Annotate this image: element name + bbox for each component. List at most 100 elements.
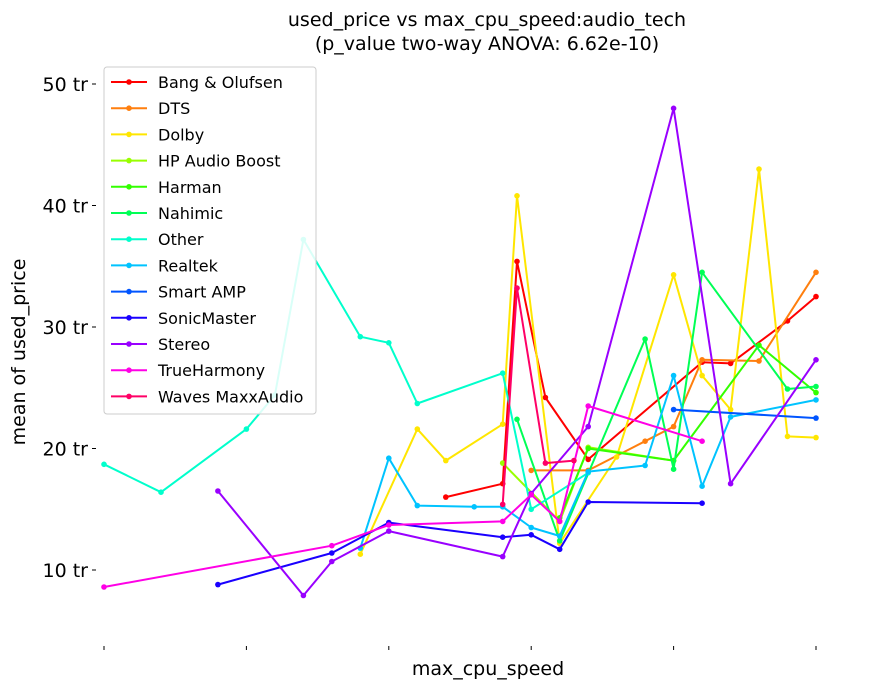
legend-label: DTS — [158, 99, 190, 118]
data-point — [499, 518, 506, 525]
data-point — [386, 528, 392, 534]
series-line — [217, 501, 703, 586]
y-tick-label: 10 tr — [43, 560, 89, 582]
legend-marker — [126, 105, 132, 111]
legend-item: HP Audio Boost — [111, 152, 281, 171]
data-point — [386, 455, 392, 462]
data-point — [813, 357, 819, 363]
y-tick-label: 40 tr — [43, 196, 89, 218]
legend-marker — [126, 315, 132, 321]
data-point — [585, 403, 591, 409]
data-point — [613, 454, 620, 460]
data-point — [699, 372, 705, 379]
data-point — [542, 460, 549, 466]
legend-item: SonicMaster — [111, 309, 256, 328]
series-smart-amp — [670, 406, 819, 421]
data-point — [585, 445, 591, 452]
legend-label: Harman — [158, 178, 222, 197]
data-point — [813, 434, 819, 441]
y-axis-label: mean of used_price — [8, 259, 30, 446]
data-point — [329, 558, 335, 565]
data-point — [357, 333, 364, 340]
x-axis — [103, 646, 817, 650]
data-point — [514, 285, 520, 291]
data-point — [243, 426, 250, 432]
data-point — [670, 105, 677, 112]
series-line — [501, 287, 574, 505]
y-tick-label: 30 tr — [43, 317, 89, 339]
data-point — [727, 480, 734, 487]
data-point — [670, 372, 677, 379]
data-point — [556, 538, 563, 544]
data-point — [585, 468, 591, 475]
legend-marker — [126, 262, 132, 269]
data-point — [101, 584, 107, 590]
data-point — [813, 397, 819, 403]
legend-marker — [126, 131, 132, 138]
data-point — [756, 166, 762, 172]
data-point — [499, 553, 506, 560]
data-point — [670, 466, 677, 473]
legend-label: Bang & Olufsen — [158, 73, 283, 92]
legend-marker — [126, 157, 132, 164]
legend-marker — [126, 367, 132, 374]
series-line — [516, 271, 817, 542]
data-point — [528, 506, 534, 513]
data-point — [699, 269, 705, 276]
data-point — [386, 522, 392, 528]
legend-item: Dolby — [111, 125, 204, 144]
data-point — [727, 414, 734, 420]
series-dolby — [357, 166, 819, 557]
legend-label: HP Audio Boost — [158, 152, 281, 171]
data-point — [585, 499, 591, 505]
series-waves-maxxaudio — [499, 285, 577, 508]
data-point — [414, 400, 421, 407]
data-point — [813, 415, 819, 421]
data-point — [528, 532, 534, 538]
data-point — [499, 370, 506, 377]
plot-area — [101, 105, 819, 599]
legend-marker — [126, 236, 132, 242]
legend-item: Nahimic — [111, 204, 223, 223]
data-point — [699, 357, 705, 363]
data-point — [329, 542, 335, 549]
chart-subtitle: (p_value two-way ANOVA: 6.62e-10) — [315, 33, 659, 55]
data-point — [357, 551, 364, 557]
data-point — [670, 423, 677, 430]
data-point — [670, 406, 677, 413]
data-point — [158, 489, 164, 496]
data-point — [813, 383, 819, 390]
legend-marker — [126, 210, 132, 216]
series-line — [103, 405, 703, 588]
legend-marker — [126, 288, 132, 295]
legend-item: Stereo — [111, 335, 210, 354]
series-nahimic — [514, 269, 819, 544]
data-point — [784, 386, 791, 392]
data-point — [499, 501, 506, 508]
data-point — [585, 456, 591, 463]
data-point — [542, 394, 549, 401]
data-point — [386, 340, 392, 346]
data-point — [215, 488, 221, 494]
data-point — [471, 504, 478, 510]
data-point — [499, 460, 506, 466]
legend-item: Waves MaxxAudio — [111, 387, 303, 406]
data-point — [443, 494, 449, 500]
data-point — [813, 269, 819, 276]
data-point — [101, 461, 107, 468]
y-tick-label: 50 tr — [43, 74, 89, 96]
data-point — [215, 581, 221, 588]
legend-item: Smart AMP — [111, 283, 246, 302]
legend-label: TrueHarmony — [157, 361, 265, 380]
data-point — [784, 433, 791, 440]
legend-item: TrueHarmony — [111, 361, 265, 380]
data-point — [499, 421, 506, 428]
data-point — [499, 534, 506, 540]
data-point — [727, 360, 734, 367]
data-point — [443, 457, 449, 464]
data-point — [556, 546, 563, 553]
x-axis-label: max_cpu_speed — [412, 658, 564, 680]
chart-title: used_price vs max_cpu_speed:audio_tech — [288, 9, 686, 31]
series-line — [673, 408, 817, 420]
